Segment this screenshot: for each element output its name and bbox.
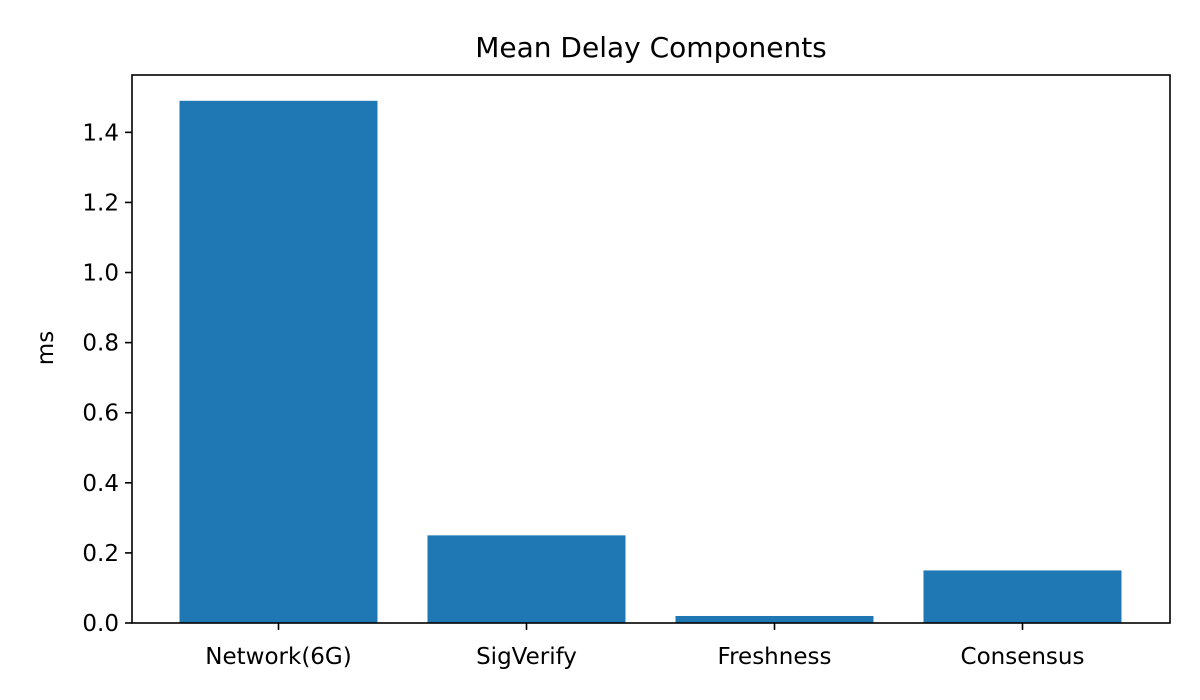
x-tick-label-3: Consensus bbox=[961, 644, 1085, 670]
y-tick-label-7: 1.4 bbox=[82, 120, 119, 146]
bar-2 bbox=[675, 615, 874, 623]
y-tick-label-0: 0.0 bbox=[82, 611, 119, 637]
y-tick-label-1: 0.2 bbox=[82, 541, 119, 567]
y-axis-label: ms bbox=[33, 331, 59, 365]
bar-0 bbox=[179, 100, 378, 624]
x-axis-ticks: Network(6G) SigVerify Freshness Consensus bbox=[205, 623, 1084, 670]
y-tick-label-2: 0.4 bbox=[82, 471, 119, 497]
bar-1 bbox=[427, 535, 626, 623]
bar-3 bbox=[923, 570, 1122, 623]
plot-area-frame bbox=[131, 74, 1171, 624]
chart-title: Mean Delay Components bbox=[475, 31, 827, 64]
y-tick-label-5: 1.0 bbox=[82, 261, 119, 287]
bars-group bbox=[179, 100, 1122, 624]
x-tick-label-1: SigVerify bbox=[476, 644, 577, 670]
x-tick-label-0: Network(6G) bbox=[205, 644, 351, 670]
x-tick-label-2: Freshness bbox=[718, 644, 832, 670]
y-tick-label-6: 1.2 bbox=[82, 190, 119, 216]
y-tick-label-3: 0.6 bbox=[82, 401, 119, 427]
y-tick-label-4: 0.8 bbox=[82, 331, 119, 357]
y-axis-ticks: 0.0 0.2 0.4 0.6 0.8 1.0 1.2 1.4 bbox=[82, 120, 132, 637]
